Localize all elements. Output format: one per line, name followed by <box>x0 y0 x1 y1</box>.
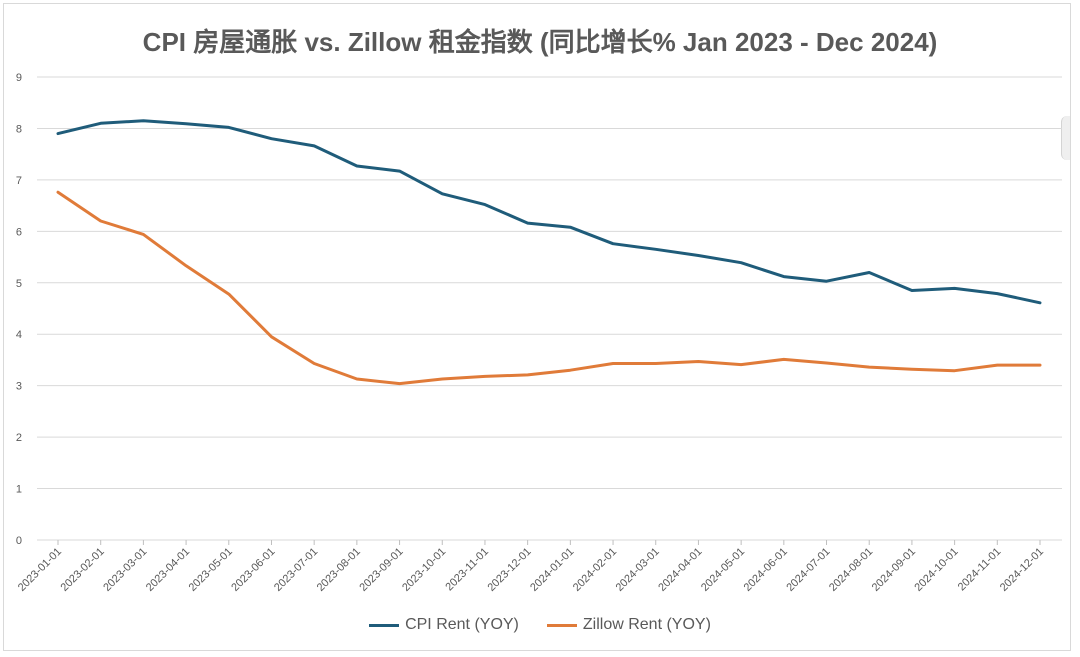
x-tick-label: 2024-07-01 <box>784 546 832 594</box>
y-tick-label: 5 <box>16 278 22 290</box>
y-tick-label: 8 <box>16 123 22 135</box>
y-tick-label: 2 <box>16 432 22 444</box>
x-tick-label: 2023-10-01 <box>400 546 448 594</box>
y-tick-label: 1 <box>16 484 22 496</box>
x-tick-label: 2024-05-01 <box>699 546 747 594</box>
legend-item-cpi: CPI Rent (YOY) <box>369 616 519 634</box>
x-tick-label: 2024-12-01 <box>998 546 1046 594</box>
x-tick-label: 2024-02-01 <box>571 546 619 594</box>
x-tick-label: 2023-12-01 <box>485 546 533 594</box>
x-tick-label: 2024-08-01 <box>827 546 875 594</box>
x-tick-label: 2023-01-01 <box>16 546 64 594</box>
y-tick-label: 7 <box>16 175 22 187</box>
x-tick-label: 2023-06-01 <box>229 546 277 594</box>
x-tick-label: 2023-03-01 <box>101 546 149 594</box>
legend-item-zillow: Zillow Rent (YOY) <box>546 616 711 634</box>
x-tick-label: 2023-11-01 <box>443 546 491 594</box>
x-tick-label: 2023-02-01 <box>59 546 107 594</box>
chart-title: CPI 房屋通胀 vs. Zillow 租金指数 (同比增长% Jan 2023… <box>142 27 938 57</box>
legend-label-cpi: CPI Rent (YOY) <box>405 616 519 633</box>
y-tick-label: 0 <box>16 535 22 547</box>
y-tick-label: 9 <box>16 72 22 84</box>
y-tick-label: 3 <box>16 381 22 393</box>
x-tick-label: 2024-10-01 <box>912 546 960 594</box>
x-tick-label: 2024-11-01 <box>956 546 1004 594</box>
resize-handle[interactable] <box>1061 116 1070 160</box>
y-tick-label: 4 <box>16 329 22 341</box>
legend-swatch-zillow <box>546 623 577 627</box>
x-tick-label: 2024-09-01 <box>870 546 918 594</box>
chart-frame <box>3 3 1071 651</box>
series-line-cpi-rent <box>56 119 1042 305</box>
x-tick-label: 2023-07-01 <box>272 546 320 594</box>
legend-swatch-cpi <box>369 623 400 627</box>
x-tick-label: 2023-08-01 <box>315 546 363 594</box>
x-tick-label: 2024-03-01 <box>614 546 662 594</box>
x-tick-label: 2024-06-01 <box>742 546 790 594</box>
chart-legend: CPI Rent (YOY) Zillow Rent (YOY) <box>0 616 1080 634</box>
x-tick-label: 2024-04-01 <box>656 546 704 594</box>
series-line-zillow-rent <box>56 190 1042 386</box>
x-tick-label: 2023-04-01 <box>144 546 192 594</box>
x-tick-label: 2024-01-01 <box>528 546 576 594</box>
x-tick-label: 2023-09-01 <box>357 546 405 594</box>
legend-label-zillow: Zillow Rent (YOY) <box>582 616 711 633</box>
y-tick-label: 6 <box>16 226 22 238</box>
x-tick-label: 2023-05-01 <box>187 546 235 594</box>
